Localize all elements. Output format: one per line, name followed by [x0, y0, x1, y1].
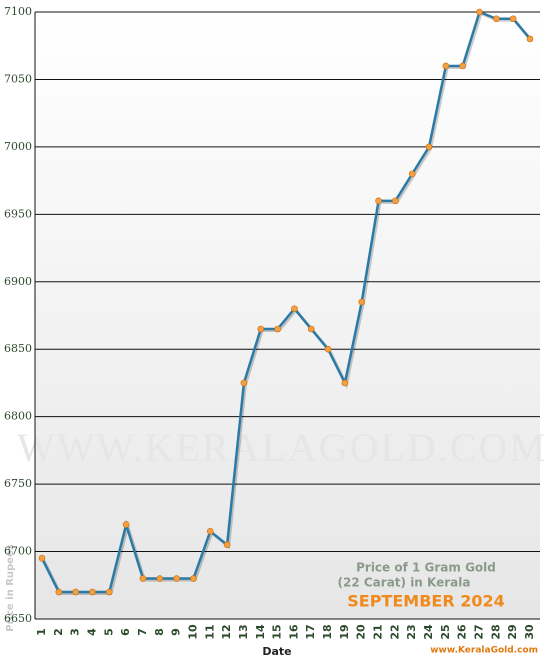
- x-tick-label: 8: [153, 628, 166, 636]
- marker: [72, 588, 79, 596]
- marker: [274, 325, 281, 333]
- marker: [55, 588, 63, 596]
- x-tick-label: 13: [237, 624, 250, 639]
- marker: [442, 62, 450, 70]
- x-tick-label: 28: [489, 624, 502, 639]
- marker: [173, 575, 180, 582]
- y-tick-label: 6900: [4, 275, 32, 288]
- x-tick-label: 9: [170, 628, 183, 636]
- marker: [257, 325, 265, 333]
- y-tick-label: 6750: [4, 477, 32, 490]
- caption-subtitle: (22 Carat) in Kerala: [338, 576, 471, 590]
- marker: [38, 554, 46, 562]
- marker: [341, 379, 349, 387]
- marker: [106, 588, 113, 596]
- x-tick-label: 3: [69, 628, 82, 636]
- marker: [156, 575, 164, 582]
- source: www.KeralaGold.com: [430, 646, 538, 656]
- marker: [223, 541, 231, 549]
- x-tick-label: 10: [186, 624, 199, 640]
- y-tick-label: 6650: [4, 612, 32, 625]
- line-shadow: [42, 11, 533, 596]
- x-tick-label: 5: [102, 628, 115, 636]
- x-tick-label: 29: [506, 624, 519, 639]
- x-tick-label: 22: [388, 624, 401, 639]
- marker: [240, 379, 248, 387]
- marker: [493, 15, 500, 23]
- marker: [459, 62, 466, 70]
- x-tick-label: 24: [422, 624, 435, 640]
- x-tick-label: 20: [355, 624, 368, 640]
- marker: [408, 170, 416, 178]
- x-tick-label: 21: [372, 624, 385, 639]
- y-tick-label: 6850: [4, 342, 32, 355]
- x-tick-label: 2: [52, 628, 65, 636]
- marker: [291, 305, 298, 313]
- marker: [425, 143, 433, 151]
- x-tick-label: 26: [456, 624, 469, 640]
- caption-title: Price of 1 Gram Gold: [356, 561, 496, 575]
- marker: [190, 575, 197, 582]
- x-tick-label: 6: [119, 628, 132, 636]
- x-tick-label: 27: [473, 624, 486, 639]
- x-tick-label: 17: [304, 624, 317, 639]
- x-tick-label: 18: [321, 624, 334, 639]
- y-tick-label: 6800: [4, 410, 32, 423]
- marker: [307, 325, 315, 333]
- x-tick-label: 11: [203, 624, 216, 639]
- x-tick-label: 14: [254, 624, 267, 640]
- marker: [392, 197, 399, 205]
- marker: [375, 197, 382, 205]
- marker: [476, 8, 483, 16]
- x-axis-label: Date: [262, 645, 291, 658]
- x-tick-label: 7: [136, 628, 149, 636]
- marker: [358, 298, 366, 306]
- x-tick-label: 25: [439, 624, 452, 639]
- marker: [324, 345, 332, 353]
- y-axis-label: Price in Rupees: [5, 544, 16, 631]
- x-tick-label: 16: [287, 624, 300, 640]
- y-tick-label: 7000: [4, 140, 32, 153]
- x-tick-label: 4: [85, 628, 98, 636]
- marker: [122, 521, 130, 528]
- marker: [526, 35, 534, 43]
- x-tick-label: 1: [35, 628, 48, 636]
- x-tick-label: 12: [220, 624, 233, 639]
- y-tick-label: 7050: [4, 72, 32, 85]
- y-tick-label: 6700: [4, 545, 32, 558]
- y-tick-label: 7100: [4, 5, 32, 18]
- marker: [509, 15, 517, 23]
- watermark: WWW.KERALAGOLD.COM: [17, 425, 547, 470]
- marker: [139, 575, 147, 582]
- caption-period: SEPTEMBER 2024: [347, 592, 505, 611]
- x-tick-label: 15: [271, 624, 284, 639]
- marker: [206, 528, 214, 535]
- x-tick-label: 23: [405, 624, 418, 639]
- x-tick-label: 30: [523, 624, 536, 640]
- y-tick-label: 6950: [4, 207, 32, 220]
- marker: [89, 588, 96, 596]
- x-tick-label: 19: [338, 624, 351, 639]
